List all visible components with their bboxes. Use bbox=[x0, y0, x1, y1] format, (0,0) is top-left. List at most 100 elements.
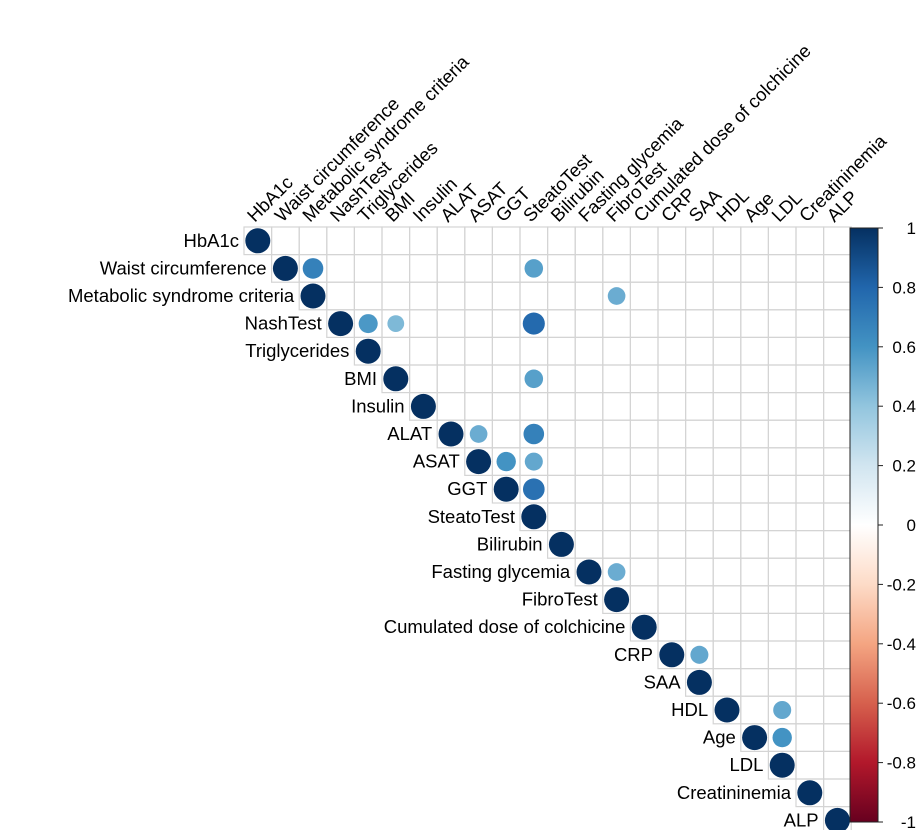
grid-cell bbox=[740, 474, 769, 504]
grid-cell bbox=[712, 226, 742, 256]
grid-cell bbox=[464, 364, 493, 394]
grid-cell bbox=[767, 226, 797, 256]
grid-cell bbox=[795, 392, 825, 421]
grid-cell bbox=[795, 529, 825, 559]
grid-cell bbox=[822, 281, 852, 311]
grid-cell bbox=[712, 612, 742, 642]
row-label-saa: SAA bbox=[644, 671, 682, 692]
grid-cell bbox=[298, 226, 328, 256]
grid-cell bbox=[657, 226, 687, 256]
corr-point-waist-circumference-metabolic-syndrome-criteria bbox=[302, 258, 324, 279]
grid-cell bbox=[822, 612, 852, 642]
grid-cell bbox=[574, 254, 604, 283]
diag-point-triglycerides bbox=[355, 338, 381, 364]
grid-cell bbox=[629, 336, 659, 366]
grid-cell bbox=[464, 309, 493, 338]
grid-cell bbox=[740, 585, 769, 614]
grid-cell bbox=[546, 254, 576, 283]
grid-cell bbox=[546, 419, 576, 449]
grid-cell bbox=[629, 502, 659, 532]
grid-cell bbox=[491, 309, 521, 338]
grid-cell bbox=[822, 750, 852, 780]
legend-tick-label: -0.4 bbox=[887, 635, 916, 654]
grid-cell bbox=[822, 309, 852, 338]
grid-cell bbox=[822, 723, 852, 752]
grid-cell bbox=[464, 254, 493, 283]
grid-cell bbox=[822, 226, 852, 256]
grid-cell bbox=[657, 364, 687, 394]
grid-cell bbox=[795, 447, 825, 476]
row-label-steatotest: SteatoTest bbox=[428, 506, 515, 527]
color-legend-bar bbox=[849, 227, 879, 823]
grid-cell bbox=[409, 281, 438, 311]
grid-cell bbox=[684, 364, 714, 394]
grid-cell bbox=[574, 529, 604, 559]
grid-cell bbox=[353, 254, 383, 283]
grid-cell bbox=[546, 336, 576, 366]
row-label-cumulated-dose-of-colchicine: Cumulated dose of colchicine bbox=[384, 616, 626, 637]
grid-cell bbox=[684, 585, 714, 614]
grid-cell bbox=[712, 254, 742, 283]
grid-cell bbox=[519, 392, 549, 421]
grid-cell bbox=[767, 640, 797, 670]
row-label-fasting-glycemia: Fasting glycemia bbox=[431, 561, 571, 582]
grid-cell bbox=[519, 281, 549, 311]
grid-cell bbox=[602, 419, 631, 449]
grid-cell bbox=[519, 226, 549, 256]
grid-cell bbox=[409, 226, 438, 256]
grid-cell bbox=[464, 281, 493, 311]
diag-point-fasting-glycemia bbox=[576, 559, 602, 585]
grid-cell bbox=[767, 474, 797, 504]
diag-point-ldl bbox=[769, 752, 795, 778]
grid-cell bbox=[684, 557, 714, 587]
grid-cell bbox=[740, 557, 769, 587]
grid-cell bbox=[712, 336, 742, 366]
grid-cell bbox=[436, 281, 466, 311]
grid-cell bbox=[409, 336, 438, 366]
diag-point-creatininemia bbox=[797, 780, 823, 806]
grid-cell bbox=[629, 529, 659, 559]
grid-cell bbox=[740, 419, 769, 449]
grid-cell bbox=[767, 667, 797, 697]
grid-cell bbox=[767, 336, 797, 366]
grid-cell bbox=[795, 585, 825, 614]
grid-cell bbox=[436, 392, 466, 421]
grid-cell bbox=[657, 254, 687, 283]
grid-cell bbox=[740, 502, 769, 532]
grid-cell bbox=[712, 667, 742, 697]
grid-cell bbox=[684, 392, 714, 421]
grid-cell bbox=[795, 723, 825, 752]
grid-cell bbox=[684, 529, 714, 559]
grid-cell bbox=[767, 502, 797, 532]
grid-cell bbox=[629, 226, 659, 256]
grid-cell bbox=[436, 364, 466, 394]
grid-cell bbox=[822, 502, 852, 532]
row-label-waist-circumference: Waist circumference bbox=[100, 257, 267, 278]
grid-cell bbox=[684, 336, 714, 366]
grid-cell bbox=[684, 474, 714, 504]
grid-cell bbox=[822, 419, 852, 449]
grid-cell bbox=[381, 281, 411, 311]
grid-cell bbox=[491, 364, 521, 394]
diag-point-bmi bbox=[383, 366, 409, 392]
grid-cell bbox=[574, 364, 604, 394]
corr-point-metabolic-syndrome-criteria-fibrotest bbox=[607, 287, 626, 305]
corr-point-asat-steatotest bbox=[524, 452, 543, 471]
corr-point-fasting-glycemia-fibrotest bbox=[607, 563, 626, 581]
grid-cell bbox=[546, 281, 576, 311]
grid-cell bbox=[629, 419, 659, 449]
grid-cell bbox=[712, 309, 742, 338]
grid-cell bbox=[409, 309, 438, 338]
grid-cell bbox=[740, 447, 769, 476]
grid-cell bbox=[491, 254, 521, 283]
row-label-ggt: GGT bbox=[447, 478, 487, 499]
grid-cell bbox=[464, 392, 493, 421]
grid-cell bbox=[822, 529, 852, 559]
diag-point-insulin bbox=[410, 393, 436, 419]
corr-point-nashtest-bmi bbox=[387, 315, 405, 332]
grid-cell bbox=[795, 695, 825, 725]
grid-cell bbox=[740, 226, 769, 256]
grid-cell bbox=[740, 612, 769, 642]
grid-cell bbox=[657, 392, 687, 421]
grid-cell bbox=[271, 226, 300, 256]
